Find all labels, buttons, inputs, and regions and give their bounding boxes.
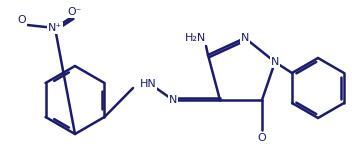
Text: O: O <box>258 133 266 143</box>
Text: H₂N: H₂N <box>186 33 207 43</box>
Text: O⁻: O⁻ <box>68 7 82 17</box>
Text: N⁺: N⁺ <box>48 23 62 33</box>
Text: O: O <box>18 15 26 25</box>
Text: N: N <box>169 95 177 105</box>
Text: N: N <box>271 57 279 67</box>
Text: N: N <box>241 33 249 43</box>
Text: HN: HN <box>140 79 156 89</box>
